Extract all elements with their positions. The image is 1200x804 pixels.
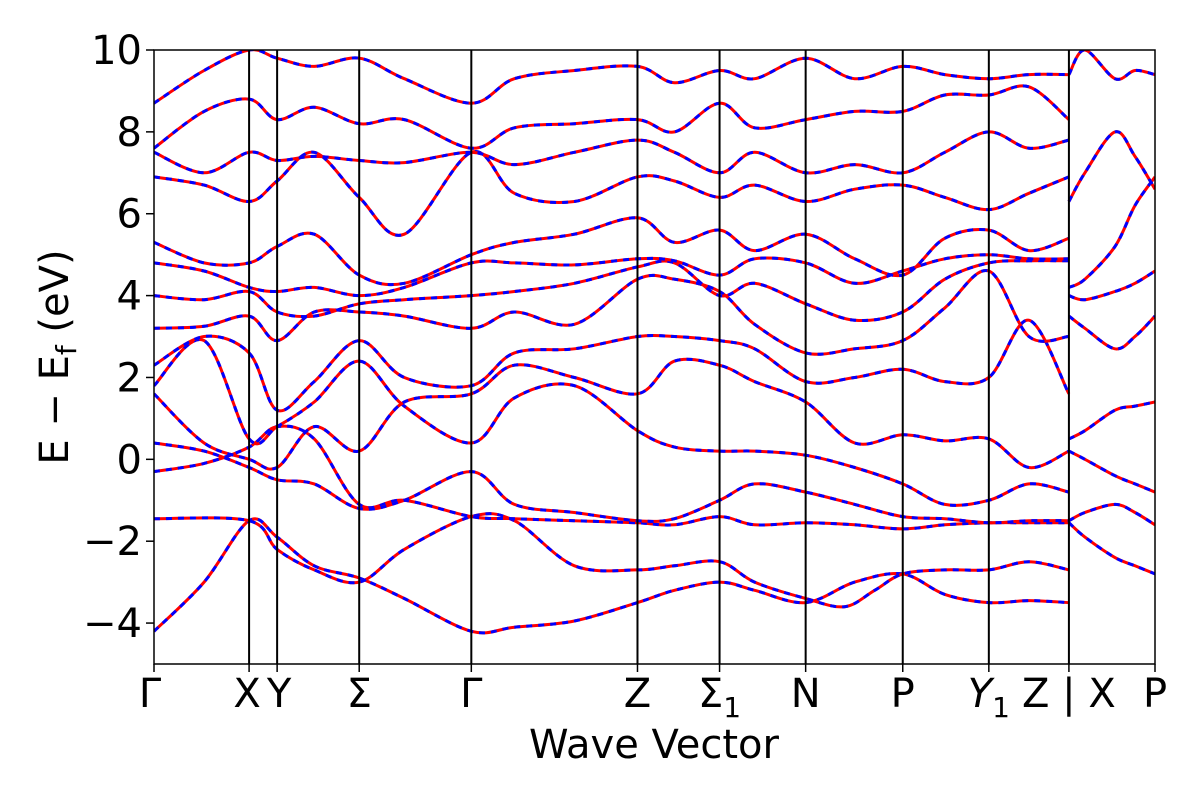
x-tick-label-6: Σ1 [698,671,741,724]
x-tick-label-3: Σ [347,671,372,717]
kpoint-lines-layer [248,50,1070,664]
band-line-dashed-20 [1068,502,1155,527]
y-tick-label-2: 0 [117,437,142,483]
y-tick-label-3: 2 [117,355,142,401]
band-line-dashed-23 [1067,50,1155,81]
band-line-dashed-5 [154,357,1070,471]
band-line-dashed-21 [1067,521,1155,576]
y-tick-label-4: 4 [117,274,142,320]
band-line-18 [1068,400,1155,441]
x-ticks-layer: Γ X Y Σ Γ Z Σ1 N P Y1 Z | X P [139,664,1167,724]
plot-frame [153,49,1156,665]
x-axis-title: Wave Vector [529,722,780,768]
x-tick-label-5: Z [624,671,651,717]
band-line-dashed-22 [1067,130,1155,203]
x-tick-label-11: P [1143,671,1167,717]
band-line-dashed-15 [1068,176,1155,289]
x-tick-label-7: N [791,671,821,717]
band-line-1 [154,512,1070,609]
y-axis-title: E − Ef (eV) [32,249,83,464]
x-tick-label-0: Γ [139,671,162,717]
x-tick-label-10: Z | X [1022,671,1116,717]
y-tick-label-0: −4 [83,601,142,647]
band-line-dashed-12 [154,130,1070,175]
y-ticks-layer: −4 −2 0 2 4 6 8 10 [83,28,154,647]
x-tick-label-2: Y [266,671,292,717]
band-line-0 [154,517,1069,635]
band-line-dashed-17 [1067,314,1155,351]
x-tick-label-1: X [233,671,260,717]
band-line-dashed-19 [1068,449,1155,494]
band-line-dashed-10 [154,216,1070,287]
band-line-dashed-13 [154,84,1070,150]
x-tick-label-8: P [891,671,915,717]
y-tick-label-6: 8 [117,110,142,156]
band-line-dashed-11 [154,150,1070,237]
y-tick-label-1: −2 [83,519,142,565]
band-line-dashed-7 [154,269,1070,356]
band-line-dashed-16 [1068,269,1155,302]
x-tick-label-9: Y1 [968,671,1010,724]
y-tick-label-5: 6 [117,192,142,238]
y-tick-label-7: 10 [91,28,142,74]
x-tick-label-4: Γ [460,671,483,717]
band-line-dashed-2 [154,424,1069,531]
